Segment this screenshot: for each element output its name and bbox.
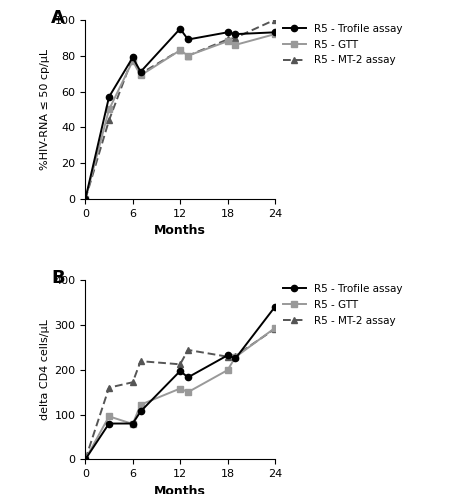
Text: A: A — [51, 9, 65, 27]
R5 - GTT — [138, 402, 144, 408]
R5 - MT-2 assay — [225, 37, 230, 42]
R5 - GTT — [272, 31, 278, 37]
R5 - GTT — [185, 389, 191, 395]
R5 - Trofile assay — [177, 26, 183, 32]
R5 - GTT — [185, 53, 191, 59]
Line: R5 - MT-2 assay: R5 - MT-2 assay — [82, 326, 278, 462]
R5 - Trofile assay — [82, 196, 88, 202]
R5 - Trofile assay — [130, 54, 136, 60]
Text: B: B — [51, 269, 65, 287]
Legend: R5 - Trofile assay, R5 - GTT, R5 - MT-2 assay: R5 - Trofile assay, R5 - GTT, R5 - MT-2 … — [279, 280, 407, 330]
R5 - GTT — [82, 196, 88, 202]
R5 - MT-2 assay — [82, 196, 88, 202]
R5 - Trofile assay — [272, 29, 278, 35]
R5 - Trofile assay — [177, 368, 183, 374]
R5 - MT-2 assay — [130, 379, 136, 385]
R5 - MT-2 assay — [185, 347, 191, 353]
R5 - MT-2 assay — [138, 358, 144, 364]
R5 - Trofile assay — [185, 374, 191, 380]
R5 - GTT — [225, 367, 230, 373]
Line: R5 - MT-2 assay: R5 - MT-2 assay — [82, 17, 278, 203]
R5 - Trofile assay — [233, 356, 238, 362]
R5 - GTT — [138, 73, 144, 79]
R5 - MT-2 assay — [106, 117, 112, 123]
R5 - MT-2 assay — [177, 47, 183, 53]
R5 - GTT — [106, 107, 112, 113]
Y-axis label: %HIV-RNA ≤ 50 cp/µL: %HIV-RNA ≤ 50 cp/µL — [40, 49, 50, 170]
R5 - MT-2 assay — [82, 456, 88, 462]
R5 - MT-2 assay — [233, 35, 238, 41]
R5 - Trofile assay — [106, 94, 112, 100]
R5 - MT-2 assay — [272, 326, 278, 332]
Line: R5 - GTT: R5 - GTT — [82, 31, 278, 203]
R5 - MT-2 assay — [272, 17, 278, 23]
R5 - GTT — [130, 58, 136, 64]
R5 - GTT — [272, 325, 278, 331]
Line: R5 - Trofile assay: R5 - Trofile assay — [82, 26, 278, 203]
R5 - MT-2 assay — [177, 361, 183, 367]
R5 - Trofile assay — [138, 409, 144, 414]
R5 - Trofile assay — [185, 37, 191, 42]
R5 - Trofile assay — [233, 31, 238, 37]
R5 - MT-2 assay — [106, 385, 112, 391]
R5 - Trofile assay — [130, 420, 136, 426]
R5 - MT-2 assay — [138, 71, 144, 77]
R5 - GTT — [233, 354, 238, 360]
R5 - Trofile assay — [225, 352, 230, 358]
R5 - Trofile assay — [272, 304, 278, 310]
R5 - Trofile assay — [138, 69, 144, 75]
R5 - GTT — [106, 413, 112, 419]
X-axis label: Months: Months — [154, 224, 206, 238]
R5 - GTT — [177, 47, 183, 53]
Line: R5 - GTT: R5 - GTT — [82, 325, 278, 462]
R5 - GTT — [130, 421, 136, 427]
R5 - MT-2 assay — [225, 354, 230, 360]
R5 - GTT — [82, 456, 88, 462]
R5 - MT-2 assay — [130, 54, 136, 60]
R5 - GTT — [233, 42, 238, 48]
R5 - GTT — [225, 39, 230, 44]
R5 - Trofile assay — [82, 456, 88, 462]
R5 - MT-2 assay — [233, 353, 238, 359]
X-axis label: Months: Months — [154, 485, 206, 494]
R5 - MT-2 assay — [185, 53, 191, 59]
Legend: R5 - Trofile assay, R5 - GTT, R5 - MT-2 assay: R5 - Trofile assay, R5 - GTT, R5 - MT-2 … — [279, 20, 407, 70]
Y-axis label: delta CD4 cells/µL: delta CD4 cells/µL — [40, 319, 50, 420]
R5 - Trofile assay — [225, 29, 230, 35]
R5 - Trofile assay — [106, 420, 112, 426]
R5 - GTT — [177, 386, 183, 392]
Line: R5 - Trofile assay: R5 - Trofile assay — [82, 304, 278, 462]
